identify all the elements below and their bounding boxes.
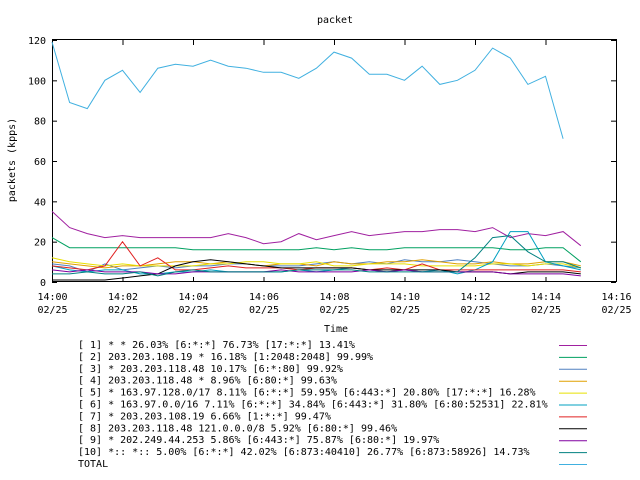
y-axis-label: packets (kpps) — [7, 118, 18, 202]
y-tick-label: 20 — [34, 238, 46, 249]
x-tick-label-time: 14:04 — [178, 292, 208, 303]
x-tick-label-date: 02/25 — [460, 305, 490, 316]
legend-label: [ 9] * 202.249.44.253 5.86% [6:443:*] 75… — [78, 435, 439, 446]
y-tick-label: 80 — [34, 117, 46, 128]
x-tick-label-date: 02/25 — [390, 305, 420, 316]
legend: [ 1] * * 26.03% [6:*:*] 76.73% [17:*:*] … — [78, 340, 587, 470]
legend-label: [ 8] 203.203.118.48 121.0.0.0/8 5.92% [6… — [78, 423, 397, 434]
legend-label: [ 1] * * 26.03% [6:*:*] 76.73% [17:*:*] … — [78, 340, 355, 351]
legend-label: [ 4] 203.203.118.48 * 8.96% [6:80:*] 99.… — [78, 376, 337, 387]
x-tick-label-time: 14:08 — [319, 292, 349, 303]
series-lines — [51, 41, 582, 281]
y-tick-label: 40 — [34, 197, 46, 208]
y-tick-label: 0 — [40, 278, 46, 289]
legend-label: TOTAL — [78, 459, 108, 470]
legend-label: [ 5] * 163.97.128.0/17 8.11% [6:*:*] 59.… — [78, 388, 536, 399]
x-tick-label-time: 14:14 — [531, 292, 561, 303]
legend-label: [ 6] * 163.97.0.0/16 7.11% [6:*:*] 34.84… — [78, 400, 548, 411]
series-line — [51, 211, 582, 247]
legend-label: [ 3] * 203.203.118.48 10.17% [6:*:80] 99… — [78, 364, 343, 375]
x-tick-label-date: 02/25 — [601, 305, 631, 316]
x-tick-label-date: 02/25 — [108, 305, 138, 316]
x-axis: 14:00 02/25 14:02 02/25 14:04 02/25 14:06 02/25… — [37, 40, 632, 316]
legend-label: [ 2] 203.203.108.19 * 16.18% [1:2048:204… — [78, 352, 373, 363]
series-line — [51, 237, 582, 263]
x-tick-label-date: 02/25 — [249, 305, 279, 316]
y-axis: 0 20 40 60 80 100 120 — [28, 36, 616, 289]
x-tick-label-time: 14:06 — [249, 292, 279, 303]
legend-label: [10] *:: *:: 5.00% [6:*:*] 42.02% [6:873… — [78, 447, 530, 458]
y-tick-label: 120 — [28, 36, 46, 47]
chart-title: packet — [317, 15, 353, 26]
y-tick-label: 60 — [34, 157, 46, 168]
x-tick-label-time: 14:10 — [390, 292, 420, 303]
x-tick-label-time: 14:16 — [601, 292, 631, 303]
series-line — [51, 41, 564, 139]
plot-frame — [52, 39, 617, 282]
legend-label: [ 7] * 203.203.108.19 6.66% [1:*:*] 99.4… — [78, 411, 331, 422]
x-tick-label-date: 02/25 — [37, 305, 67, 316]
x-tick-label-date: 02/25 — [319, 305, 349, 316]
x-tick-label-time: 14:12 — [460, 292, 490, 303]
x-tick-label-date: 02/25 — [178, 305, 208, 316]
x-tick-label-date: 02/25 — [531, 305, 561, 316]
x-tick-label-time: 14:00 — [37, 292, 67, 303]
y-tick-label: 100 — [28, 76, 46, 87]
x-tick-label-time: 14:02 — [108, 292, 138, 303]
x-axis-label: Time — [324, 324, 348, 335]
series-line — [52, 235, 581, 277]
